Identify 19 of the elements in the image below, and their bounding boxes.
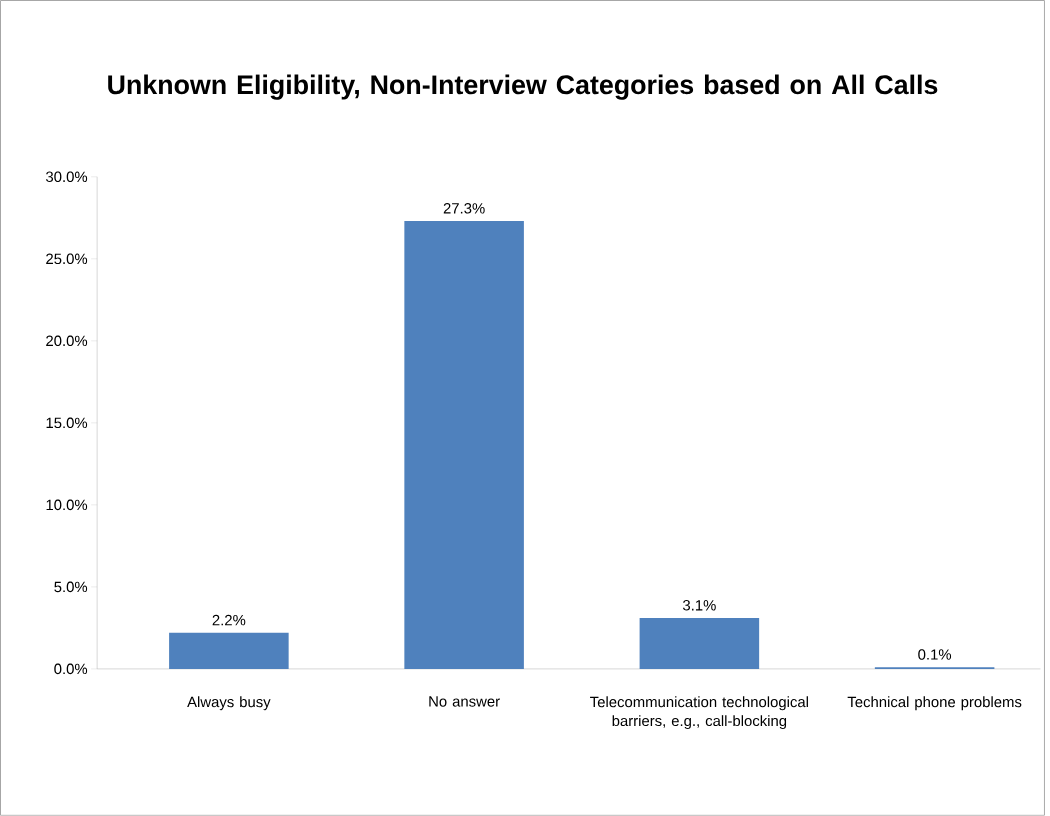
bar (639, 618, 760, 669)
data-label: 0.1% (918, 649, 952, 660)
y-tick-label: 25.0% (46, 253, 88, 265)
y-tick-label: 5.0% (54, 581, 88, 593)
data-label: 27.3% (443, 203, 485, 214)
x-tick-label: No answer (429, 696, 500, 707)
x-tick-label: Always busy (187, 696, 271, 711)
bar (169, 632, 289, 669)
y-tick-label: 20.0% (46, 335, 88, 347)
y-tick-label: 30.0% (46, 171, 88, 183)
y-tick-label: 0.0% (54, 663, 88, 675)
data-label: 3.1% (682, 600, 716, 611)
bar (404, 221, 524, 669)
y-tick-label: 10.0% (46, 499, 88, 511)
x-tick-label: Telecommunication technological barriers, e.g., call-blocking (590, 696, 808, 730)
x-tick-label: Technical phone problems (847, 696, 1022, 711)
data-label: 2.2% (212, 614, 246, 626)
y-tick-label: 15.0% (46, 417, 88, 429)
chart-title: Unknown Eligibility, Non-Interview Categories based on All Calls (108, 74, 938, 100)
